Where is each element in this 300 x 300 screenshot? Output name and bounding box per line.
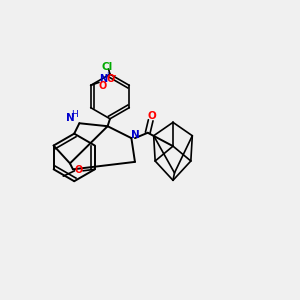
Text: O: O [98,81,107,91]
Text: +: + [104,71,110,80]
Text: O: O [75,165,83,175]
Text: O: O [107,74,115,84]
Text: -: - [113,70,116,80]
Text: N: N [130,130,139,140]
Text: N: N [99,74,107,84]
Text: Cl: Cl [102,62,113,72]
Text: O: O [148,111,157,121]
Text: N: N [66,113,75,123]
Text: H: H [71,110,78,119]
